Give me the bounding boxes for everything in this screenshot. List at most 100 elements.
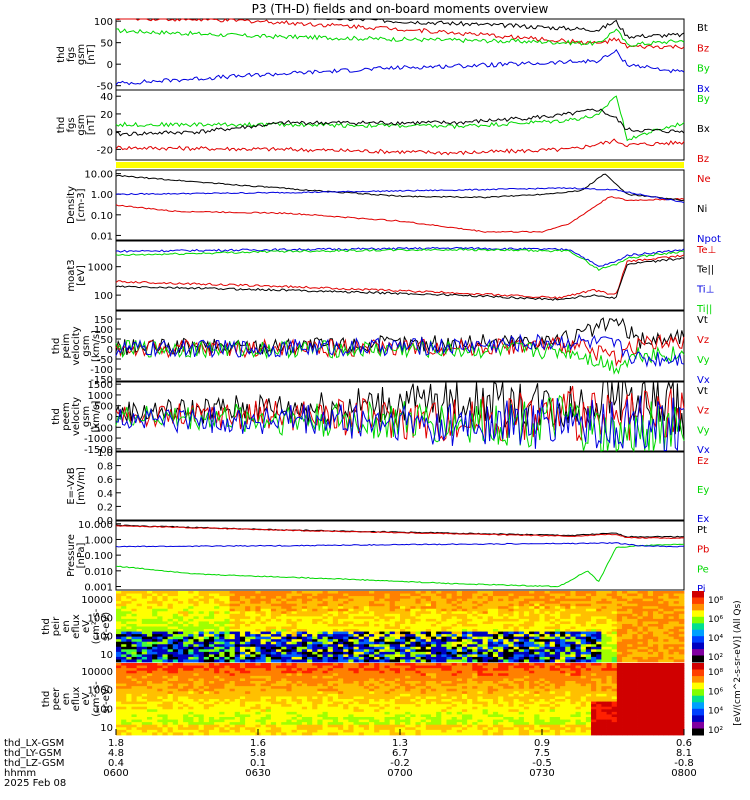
heat-cell [363,611,370,615]
heat-cell [580,616,587,620]
heat-cell [126,626,132,630]
heat-cell [472,644,478,648]
heat-cell [177,675,184,679]
heat-cell [270,623,277,627]
heat-cell [177,727,184,731]
heat-cell [492,644,499,648]
heat-cell [441,634,447,638]
heat-cell [570,591,576,594]
heat-cell [575,613,582,617]
heat-cell [461,626,468,630]
heat-cell [301,598,308,602]
heat-cell [430,631,437,635]
heat-cell [312,611,318,615]
heat-cell [529,591,535,594]
heat-cell [239,665,246,669]
heat-cell [668,608,675,612]
heat-cell [301,732,308,736]
heat-cell [353,644,360,648]
heat-cell [116,654,122,658]
heat-cell [286,651,292,655]
heat-cell [642,611,649,615]
heat-cell [131,724,138,728]
heat-cell [286,606,292,610]
heat-cell [394,623,401,627]
heat-cell [529,611,535,615]
heat-cell [219,651,225,655]
heat-cell [384,639,391,643]
heat-cell [146,678,153,682]
heat-cell [188,709,194,713]
heat-cell [436,636,442,640]
heat-cell [203,611,210,615]
heat-cell [523,656,530,660]
heat-cell [415,631,422,635]
heat-cell [415,649,422,653]
heat-cell [389,636,396,640]
heat-cell [544,606,551,610]
heat-cell [307,596,313,600]
heat-cell [270,631,277,635]
heat-cell [152,618,158,622]
heat-cell [141,722,148,726]
heat-cell [539,616,545,620]
heat-cell [513,651,520,655]
heat-cell [167,593,174,597]
heat-cell [332,670,339,674]
heat-cell [276,683,282,687]
heat-cell [229,696,236,700]
heat-cell [126,641,132,645]
heat-cell [668,623,675,627]
heat-cell [183,696,189,700]
heat-cell [348,634,354,638]
heat-cell [585,651,592,655]
heat-cell [224,663,230,666]
heat-cell [358,623,365,627]
heat-cell [121,639,127,643]
heat-cell [384,608,391,612]
heat-cell [167,719,174,723]
heat-cell [203,681,210,684]
heat-cell [198,701,205,705]
heat-cell [425,591,432,594]
heat-cell [121,616,127,620]
heat-cell [126,606,132,610]
heat-cell [265,641,272,645]
heat-cell [126,717,132,720]
heat-cell [575,639,582,643]
heat-cell [513,629,520,632]
heat-cell [565,593,571,597]
heat-cell [653,608,659,612]
heat-cell [203,656,210,660]
heat-cell [369,618,375,622]
heat-cell [214,639,220,643]
heat-cell [492,636,499,640]
legend-Vz: Vz [697,335,709,346]
y-tick-label: 0 [107,60,113,71]
heat-cell [281,696,287,700]
heat-cell [430,606,437,610]
heat-cell [301,631,308,635]
heat-cell [658,626,664,630]
heat-cell [539,641,545,645]
y-tick-label: -50 [97,82,113,93]
heat-cell [327,608,334,612]
heat-cell [291,663,298,666]
heat-cell [456,616,463,620]
heat-cell [162,639,169,643]
heat-cell [260,634,267,638]
heat-cell [332,668,339,672]
heat-cell [673,631,680,635]
heat-cell [400,665,406,669]
heat-cell [482,646,489,650]
heat-cell [146,649,153,653]
heat-cell [126,691,132,695]
heat-cell [136,722,143,726]
heat-cell [188,639,194,643]
heat-cell [126,686,132,690]
heat-cell [116,719,122,723]
heat-cell [482,621,489,625]
heat-cell [286,636,292,640]
heat-cell [379,686,385,690]
heat-cell [415,688,422,692]
